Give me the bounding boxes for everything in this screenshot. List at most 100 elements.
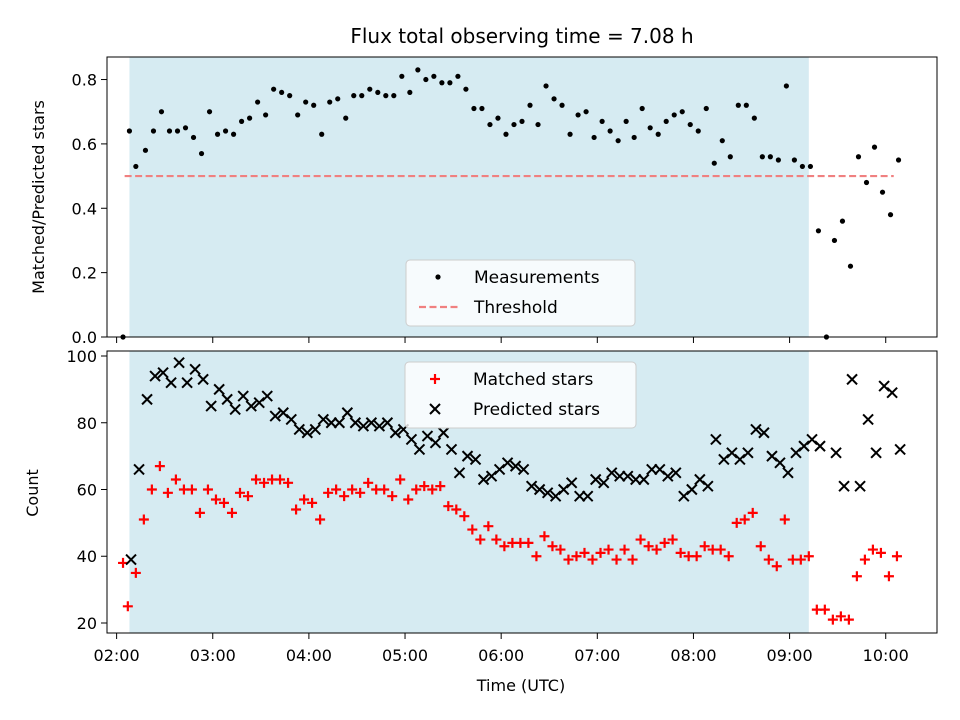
matched-point [835, 611, 846, 622]
measurement-point [455, 73, 461, 79]
measurement-point [855, 154, 862, 160]
matched-point [234, 487, 245, 498]
matched-point [403, 494, 414, 505]
measurement-point [711, 160, 717, 166]
matched-point [891, 551, 902, 562]
x-tick-label: 07:00 [574, 646, 620, 665]
predicted-point [886, 387, 898, 399]
matched-point [619, 544, 630, 555]
matched-point [435, 481, 446, 492]
measurement-point [743, 102, 749, 108]
matched-point [459, 511, 470, 522]
matched-point [771, 561, 782, 572]
measurement-point [142, 147, 149, 153]
predicted-point [181, 376, 193, 389]
matched-point [667, 534, 678, 545]
top-y-tick-label: 0.8 [72, 71, 97, 90]
matched-point [747, 507, 758, 518]
predicted-point [405, 433, 418, 446]
matched-point [675, 547, 686, 558]
measurement-point [887, 212, 894, 218]
bottom-axes-frame [106, 350, 938, 634]
matched-point [555, 544, 566, 555]
matched-point [315, 514, 326, 525]
legend-measurement-marker [435, 274, 441, 280]
predicted-point [125, 553, 137, 566]
measurement-point [150, 128, 157, 134]
matched-point [699, 541, 710, 552]
predicted-point [862, 413, 874, 426]
predicted-point [742, 447, 754, 459]
matched-point [202, 484, 213, 495]
measurement-point [214, 131, 221, 137]
matched-point [307, 497, 318, 508]
predicted-point [702, 480, 714, 492]
measurement-point [359, 93, 365, 99]
x-axis-label: Time (UTC) [476, 676, 565, 695]
predicted-point [437, 427, 450, 439]
matched-point [635, 534, 646, 545]
measurement-point [727, 154, 733, 160]
measurement-point [735, 102, 741, 108]
predicted-point [870, 447, 882, 459]
x-tick-label: 02:00 [94, 646, 140, 665]
matched-point [867, 544, 878, 555]
matched-point [819, 604, 830, 615]
predicted-point [830, 447, 842, 459]
matched-point [611, 554, 622, 565]
measurement-point [295, 112, 301, 118]
matched-point [130, 567, 141, 578]
predicted-point [509, 460, 522, 472]
measurement-point [415, 67, 421, 73]
measurement-point [126, 128, 133, 134]
predicted-point [565, 477, 578, 489]
matched-point [387, 491, 398, 502]
predicted-point [622, 470, 634, 482]
matched-point [579, 547, 590, 558]
matched-point [659, 537, 670, 548]
measurement-point [158, 109, 165, 115]
chart-title: Flux total observing time = 7.08 h [350, 24, 693, 48]
matched-point [379, 484, 390, 495]
predicted-point [309, 423, 322, 436]
bottom-matched-layer [118, 461, 902, 625]
matched-point [323, 487, 334, 498]
x-tick-label: 10:00 [863, 646, 909, 665]
predicted-point [165, 376, 177, 389]
predicted-point [638, 473, 650, 486]
measurement-point [190, 134, 197, 141]
measurement-point [527, 102, 533, 108]
measurement-point [206, 109, 213, 115]
measurement-point [198, 150, 205, 157]
measurement-point [703, 105, 709, 112]
predicted-point [301, 427, 313, 439]
bottom-y-ticks: 20 40 60 80 100 [66, 347, 107, 633]
matched-point [491, 534, 502, 545]
measurement-point [279, 89, 285, 96]
matched-point [475, 534, 486, 545]
measurement-point [615, 138, 621, 144]
predicted-point [589, 473, 602, 486]
matched-point [651, 544, 662, 555]
top-points-layer [120, 67, 902, 340]
matched-point [243, 491, 254, 502]
matched-point [795, 554, 806, 565]
matched-point [291, 504, 302, 515]
measurement-point [583, 109, 589, 115]
bottom-y-axis-label: Count [23, 469, 42, 517]
bottom-y-tick-label: 100 [66, 347, 97, 366]
measurement-point [423, 76, 429, 83]
matched-point [419, 481, 430, 492]
measurement-point [863, 179, 870, 186]
measurement-point [503, 131, 509, 137]
legend-matched-label: Matched stars [473, 370, 593, 390]
legend-predicted-label: Predicted stars [473, 400, 600, 420]
matched-point [226, 507, 237, 518]
predicted-point [149, 370, 161, 382]
measurement-point [591, 134, 597, 141]
matched-point [339, 491, 350, 502]
matched-point [355, 487, 366, 498]
measurement-point [335, 96, 341, 102]
predicted-point [533, 483, 546, 496]
measurement-point [431, 73, 437, 79]
